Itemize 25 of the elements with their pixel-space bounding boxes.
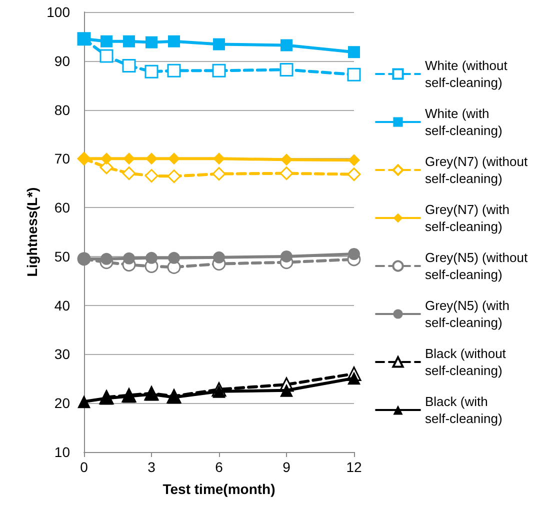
- y-tick-label: 30: [54, 346, 70, 362]
- x-axis-title: Test time(month): [162, 481, 276, 497]
- legend-label: White (with self-cleaning): [425, 106, 502, 138]
- x-tick-label: 3: [148, 459, 156, 475]
- x-tick-label: 9: [282, 459, 291, 475]
- y-tick-label: 60: [54, 200, 70, 216]
- x-tick-label: 12: [346, 459, 362, 475]
- legend-label: Grey(N5) (with self-cleaning): [425, 298, 514, 330]
- y-tick-label: 40: [54, 297, 70, 314]
- y-tick-label: 50: [54, 248, 70, 264]
- y-tick-label: 70: [54, 150, 70, 167]
- y-tick-label: 80: [54, 102, 70, 118]
- y-axis-title: Lightness(L*): [24, 187, 40, 277]
- y-tick-label: 90: [54, 52, 70, 69]
- y-tick-label: 100: [46, 4, 70, 20]
- legend-label: Grey(N5) (without self-cleaning): [425, 250, 532, 282]
- legend-label: Grey(N7) (without self-cleaning): [425, 154, 532, 186]
- x-tick-label: 6: [215, 459, 224, 475]
- legend-label: Black (with self-cleaning): [425, 394, 502, 426]
- x-tick-label: 0: [80, 459, 88, 475]
- legend-label: Black (without self-cleaning): [425, 346, 510, 378]
- y-tick-label: 20: [54, 395, 70, 412]
- legend-label: Grey(N7) (with self-cleaning): [425, 202, 514, 234]
- y-tick-label: 10: [54, 444, 70, 460]
- legend-label: White (without self-cleaning): [425, 58, 511, 90]
